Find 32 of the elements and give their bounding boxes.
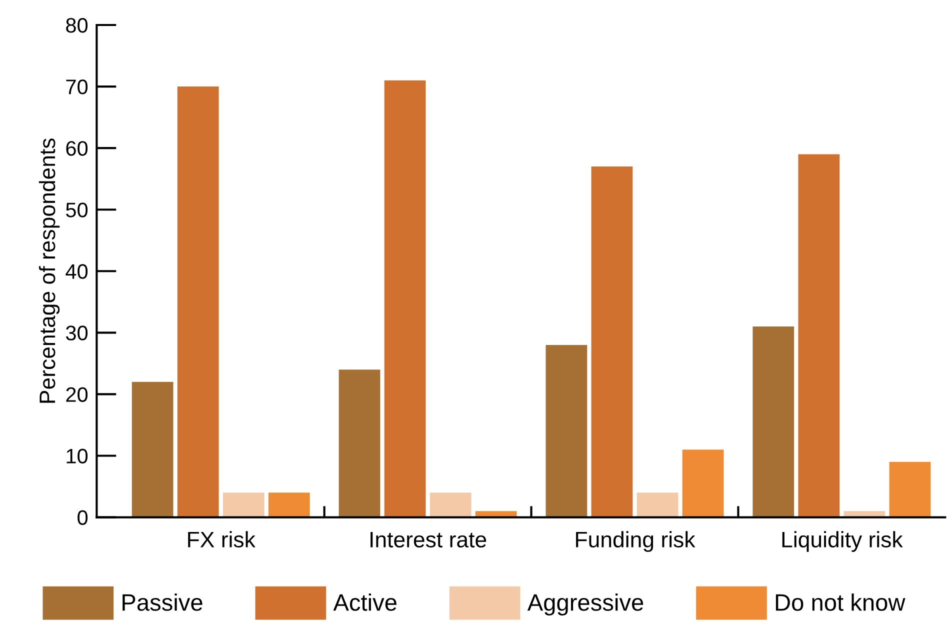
bar — [752, 326, 794, 518]
y-tick-label: 30 — [66, 326, 88, 340]
x-tick-label: Funding risk — [576, 531, 696, 552]
y-tick-label: 10 — [66, 448, 88, 464]
legend-label: Active — [333, 594, 396, 611]
bar — [636, 492, 678, 518]
legend-label: Passive — [122, 594, 202, 611]
bar — [591, 166, 633, 518]
bar — [889, 462, 931, 518]
bar — [384, 80, 426, 518]
y-tick-label: 20 — [66, 387, 88, 402]
x-tick-label: Liquidity risk — [782, 531, 903, 552]
bar — [798, 154, 840, 518]
bar — [132, 382, 174, 518]
bar — [268, 492, 310, 518]
bar — [338, 370, 380, 518]
bar — [430, 492, 472, 518]
y-axis-title: Percentage of respondents — [38, 138, 60, 403]
y-tick-label: 80 — [66, 18, 88, 33]
legend-label: Do not know — [776, 594, 906, 611]
bar — [177, 86, 219, 518]
y-tick-label: 50 — [66, 202, 88, 218]
bar — [222, 492, 264, 518]
y-tick-label: 70 — [66, 80, 88, 94]
y-tick-label: 40 — [66, 264, 88, 279]
y-tick-label: 60 — [66, 141, 88, 156]
y-tick-label: 0 — [78, 510, 88, 526]
x-tick-label: Interest rate — [370, 532, 486, 548]
bar — [682, 450, 724, 518]
legend-label: Aggressive — [527, 594, 644, 616]
x-tick-label: FX risk — [188, 531, 256, 548]
bar — [546, 344, 588, 518]
